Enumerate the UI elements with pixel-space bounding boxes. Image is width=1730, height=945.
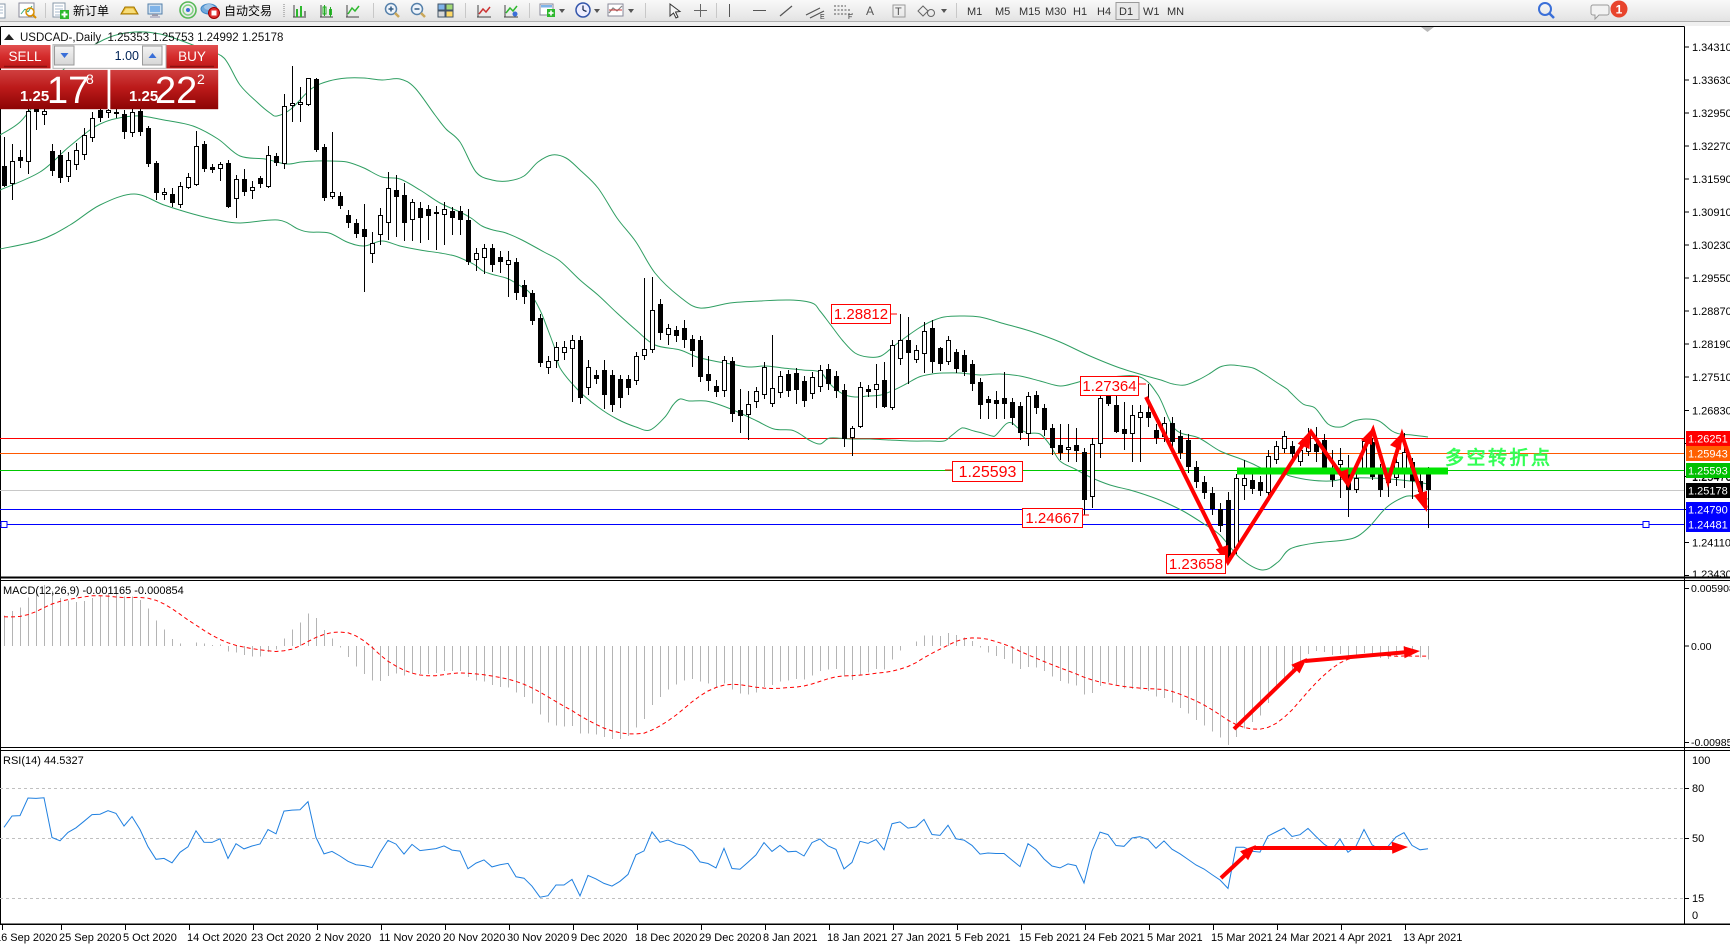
svg-text:1.26830: 1.26830 [1692,405,1730,417]
svg-text:T: T [895,6,902,18]
svg-text:1.23430: 1.23430 [1692,569,1730,581]
svg-text:24 Mar 2021: 24 Mar 2021 [1275,932,1337,944]
svg-text:1.24110: 1.24110 [1692,537,1730,549]
svg-text:SELL: SELL [8,49,42,64]
svg-text:新订单: 新订单 [73,3,109,18]
svg-text:15 Mar 2021: 15 Mar 2021 [1211,932,1273,944]
svg-text:1.27364: 1.27364 [1082,378,1136,395]
svg-text:29 Dec 2020: 29 Dec 2020 [699,932,761,944]
svg-text:1: 1 [1616,3,1623,17]
svg-text:15: 15 [1692,893,1704,905]
svg-text:25 Sep 2020: 25 Sep 2020 [59,932,121,944]
svg-text:1.25178: 1.25178 [1688,486,1728,498]
svg-text:1.27510: 1.27510 [1692,372,1730,384]
svg-text:30 Nov 2020: 30 Nov 2020 [507,932,569,944]
svg-text:5 Oct 2020: 5 Oct 2020 [123,932,177,944]
svg-text:1.28190: 1.28190 [1692,339,1730,351]
svg-text:18 Dec 2020: 18 Dec 2020 [635,932,697,944]
svg-text:M15: M15 [1019,6,1040,18]
svg-text:0.00: 0.00 [1691,641,1712,653]
svg-text:H4: H4 [1097,6,1111,18]
svg-text:2: 2 [197,71,205,87]
svg-text:5 Mar 2021: 5 Mar 2021 [1147,932,1203,944]
svg-text:1.23658: 1.23658 [1169,556,1223,573]
svg-text:16 Sep 2020: 16 Sep 2020 [0,932,57,944]
svg-text:D1: D1 [1119,6,1133,18]
svg-text:11 Nov 2020: 11 Nov 2020 [379,932,441,944]
svg-text:1.32270: 1.32270 [1692,141,1730,153]
svg-text:MN: MN [1167,6,1184,18]
svg-text:1.00: 1.00 [115,49,139,63]
svg-text:A: A [866,4,874,18]
svg-text:22: 22 [155,70,197,112]
svg-text:8 Jan 2021: 8 Jan 2021 [763,932,817,944]
svg-text:1.30230: 1.30230 [1692,240,1730,252]
svg-text:RSI(14) 44.5327: RSI(14) 44.5327 [3,755,84,767]
svg-text:13 Apr 2021: 13 Apr 2021 [1403,932,1462,944]
svg-text:1.29550: 1.29550 [1692,273,1730,285]
svg-text:4 Apr 2021: 4 Apr 2021 [1339,932,1392,944]
svg-text:15 Feb 2021: 15 Feb 2021 [1019,932,1081,944]
svg-text:BUY: BUY [178,49,206,64]
svg-text:MACD(12,26,9) -0.001165 -0.000: MACD(12,26,9) -0.001165 -0.000854 [3,585,184,597]
svg-text:1.24667: 1.24667 [1025,510,1079,527]
svg-text:27 Jan 2021: 27 Jan 2021 [891,932,952,944]
svg-text:0.005908: 0.005908 [1691,583,1730,595]
svg-text:1.25943: 1.25943 [1688,449,1728,461]
svg-text:H1: H1 [1073,6,1087,18]
svg-text:USDCAD-,Daily 1.25353 1.25753: USDCAD-,Daily 1.25353 1.25753 1.24992 1.… [20,32,283,44]
svg-text:1.33630: 1.33630 [1692,75,1730,87]
svg-text:20 Nov 2020: 20 Nov 2020 [443,932,505,944]
svg-text:80: 80 [1692,783,1704,795]
svg-text:M1: M1 [967,6,982,18]
svg-text:1.28870: 1.28870 [1692,306,1730,318]
svg-text:1.24790: 1.24790 [1688,505,1728,517]
svg-text:M30: M30 [1045,6,1066,18]
svg-text:18 Jan 2021: 18 Jan 2021 [827,932,888,944]
svg-text:自动交易: 自动交易 [224,3,272,18]
svg-text:1.30910: 1.30910 [1692,207,1730,219]
svg-text:5 Feb 2021: 5 Feb 2021 [955,932,1011,944]
svg-text:1.31590: 1.31590 [1692,174,1730,186]
svg-text:多空转折点: 多空转折点 [1445,446,1553,469]
svg-text:100: 100 [1692,755,1710,767]
svg-text:0: 0 [1692,910,1698,922]
svg-text:1.34310: 1.34310 [1692,42,1730,54]
svg-text:9 Dec 2020: 9 Dec 2020 [571,932,627,944]
svg-text:F: F [848,14,852,21]
svg-text:1.25: 1.25 [129,88,158,105]
svg-text:1.25593: 1.25593 [1688,466,1728,478]
svg-text:M5: M5 [995,6,1010,18]
svg-text:W1: W1 [1143,6,1160,18]
svg-text:2 Nov 2020: 2 Nov 2020 [315,932,371,944]
svg-text:1.28812: 1.28812 [834,306,888,323]
svg-text:17: 17 [47,70,89,112]
svg-text:50: 50 [1692,833,1704,845]
svg-text:24 Feb 2021: 24 Feb 2021 [1083,932,1145,944]
svg-text:1.25: 1.25 [20,88,49,105]
svg-text:1.24481: 1.24481 [1688,520,1728,532]
svg-text:8: 8 [86,71,94,87]
svg-text:1.26251: 1.26251 [1688,434,1728,446]
svg-text:14 Oct 2020: 14 Oct 2020 [187,932,247,944]
svg-text:1.32950: 1.32950 [1692,108,1730,120]
svg-text:1.25593: 1.25593 [959,464,1017,481]
svg-text:23 Oct 2020: 23 Oct 2020 [251,932,311,944]
svg-text:E: E [820,14,825,21]
